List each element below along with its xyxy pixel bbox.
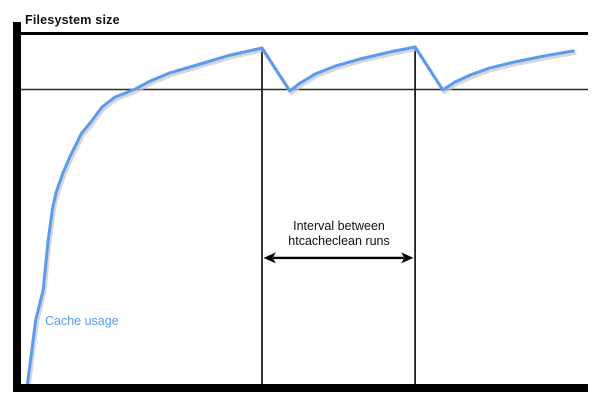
x-axis bbox=[13, 384, 588, 392]
interval-label: Interval between htcacheclean runs bbox=[262, 219, 416, 249]
interval-label-line1: Interval between bbox=[293, 219, 385, 233]
filesystem-size-label: Filesystem size bbox=[25, 13, 120, 27]
interval-arrow bbox=[263, 252, 414, 264]
y-axis bbox=[13, 22, 21, 392]
interval-arrow-head-right-icon bbox=[401, 252, 414, 264]
cache-usage-curve bbox=[25, 45, 575, 388]
curve-shadow bbox=[27, 47, 577, 391]
interval-label-line2: htcacheclean runs bbox=[288, 234, 390, 248]
interval-arrow-head-left-icon bbox=[263, 252, 276, 264]
cache-usage-label: Cache usage bbox=[45, 314, 119, 328]
